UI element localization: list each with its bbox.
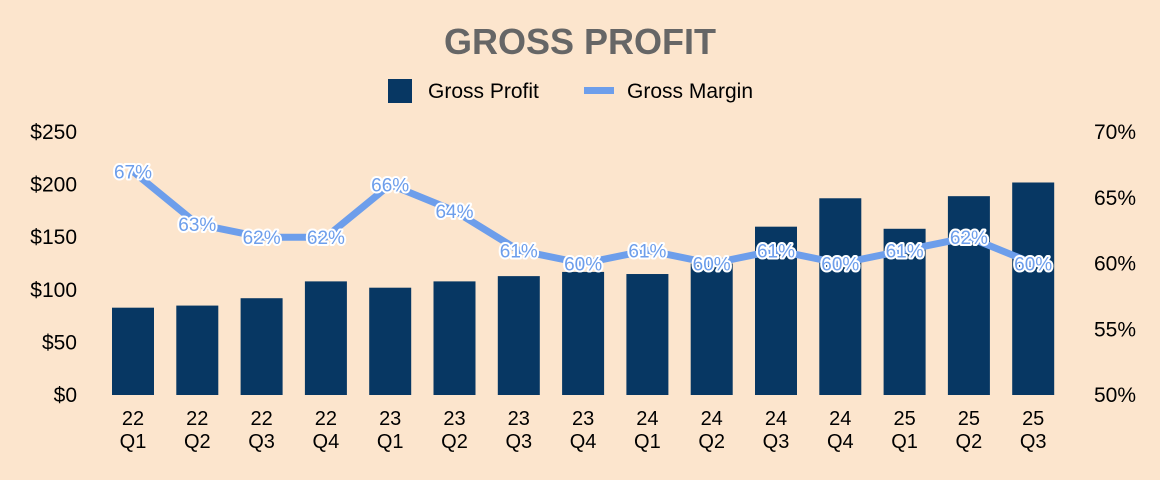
y-right-tick-label: 70% [1094, 121, 1136, 144]
x-tick-label-year: 23 [379, 408, 401, 430]
x-tick-label-year: 22 [315, 408, 337, 430]
data-label: 60% [1014, 255, 1052, 276]
bar [1012, 182, 1055, 395]
x-tick-label-year: 24 [701, 408, 723, 430]
bar [112, 307, 154, 395]
x-axis: 22Q122Q222Q322Q423Q123Q223Q323Q424Q124Q2… [120, 408, 1047, 453]
data-label: 61% [500, 241, 538, 262]
x-tick-label-quarter: Q4 [313, 431, 340, 453]
bar [497, 276, 540, 395]
x-tick-label-quarter: Q2 [184, 431, 211, 453]
bar [819, 198, 862, 395]
y-left-tick-label: $200 [30, 174, 77, 197]
data-label: 62% [243, 228, 281, 249]
y-left-tick-label: $0 [54, 384, 77, 407]
x-tick-label-quarter: Q3 [505, 431, 532, 453]
bar [304, 281, 347, 395]
data-label: 61% [886, 241, 924, 262]
bar [176, 305, 219, 395]
legend-swatch-gross-margin [584, 87, 614, 94]
y-right-tick-label: 65% [1094, 187, 1136, 210]
bar [433, 281, 476, 395]
bar [240, 298, 283, 395]
data-label: 61% [757, 241, 795, 262]
data-label: 60% [693, 255, 731, 276]
bar [947, 196, 990, 395]
x-tick-label-year: 22 [186, 408, 208, 430]
x-tick-label-quarter: Q3 [1020, 431, 1047, 453]
y-left-tick-label: $150 [30, 226, 77, 249]
line-series-gross-margin: 67% 63% 62% 62% 66% 64% 61% 60% 61% 60% 61% 60% 61% 6… [112, 160, 1054, 277]
x-tick-label-quarter: Q4 [827, 431, 854, 453]
x-tick-label-year: 22 [250, 408, 272, 430]
x-tick-label-quarter: Q4 [570, 431, 597, 453]
gross-margin-line [129, 167, 1037, 267]
x-tick-label-year: 25 [958, 408, 980, 430]
bar [626, 274, 669, 395]
x-tick-label-year: 24 [765, 408, 787, 430]
x-tick-label-year: 24 [829, 408, 851, 430]
x-tick-label-year: 25 [893, 408, 915, 430]
x-tick-label-year: 23 [572, 408, 594, 430]
x-tick-label-quarter: Q3 [763, 431, 790, 453]
data-label: 60% [564, 255, 602, 276]
y-left-tick-label: $100 [30, 279, 77, 302]
y-right-tick-label: 50% [1094, 384, 1136, 407]
data-label: 63% [178, 215, 216, 236]
data-label: 60% [821, 255, 859, 276]
legend: Gross Profit Gross Margin [388, 79, 753, 103]
x-tick-label-quarter: Q2 [441, 431, 468, 453]
data-label: 61% [628, 241, 666, 262]
y-left-tick-label: $50 [42, 331, 77, 354]
x-tick-label-quarter: Q1 [377, 431, 404, 453]
y-right-tick-label: 55% [1094, 318, 1136, 341]
legend-swatch-gross-profit [388, 79, 412, 103]
y-right-tick-label: 60% [1094, 253, 1136, 276]
data-label: 62% [307, 228, 345, 249]
x-tick-label-quarter: Q2 [698, 431, 725, 453]
x-tick-label-year: 22 [122, 408, 144, 430]
x-tick-label-quarter: Q1 [634, 431, 661, 453]
x-tick-label-year: 25 [1022, 408, 1044, 430]
x-tick-label-quarter: Q3 [248, 431, 275, 453]
x-tick-label-year: 24 [636, 408, 658, 430]
x-tick-label-year: 23 [508, 408, 530, 430]
bar [369, 287, 412, 395]
legend-label-gross-profit: Gross Profit [428, 80, 539, 103]
x-tick-label-quarter: Q1 [120, 431, 147, 453]
chart-title: GROSS PROFIT [444, 21, 716, 62]
data-label: 64% [435, 202, 473, 223]
y-axis-right: 50% 55% 60% 65% 70% [1094, 121, 1136, 407]
x-tick-label-quarter: Q2 [956, 431, 983, 453]
x-tick-label-year: 23 [443, 408, 465, 430]
data-label: 67% [114, 162, 152, 183]
data-label: 66% [371, 176, 409, 197]
legend-label-gross-margin: Gross Margin [627, 80, 753, 103]
data-label: 62% [950, 228, 988, 249]
bar [690, 263, 733, 395]
x-tick-label-quarter: Q1 [891, 431, 918, 453]
bar [562, 271, 605, 395]
y-axis-left: $0 $50 $100 $150 $200 $250 [30, 121, 77, 407]
y-left-tick-label: $250 [30, 121, 77, 144]
